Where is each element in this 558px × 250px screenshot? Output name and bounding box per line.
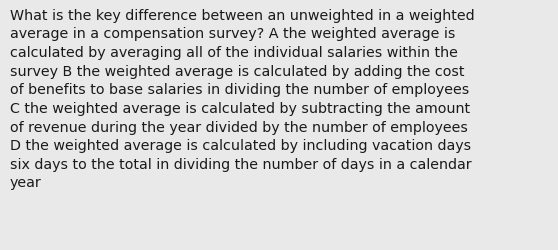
Text: What is the key difference between an unweighted in a weighted
average in a comp: What is the key difference between an un… [10,9,475,190]
